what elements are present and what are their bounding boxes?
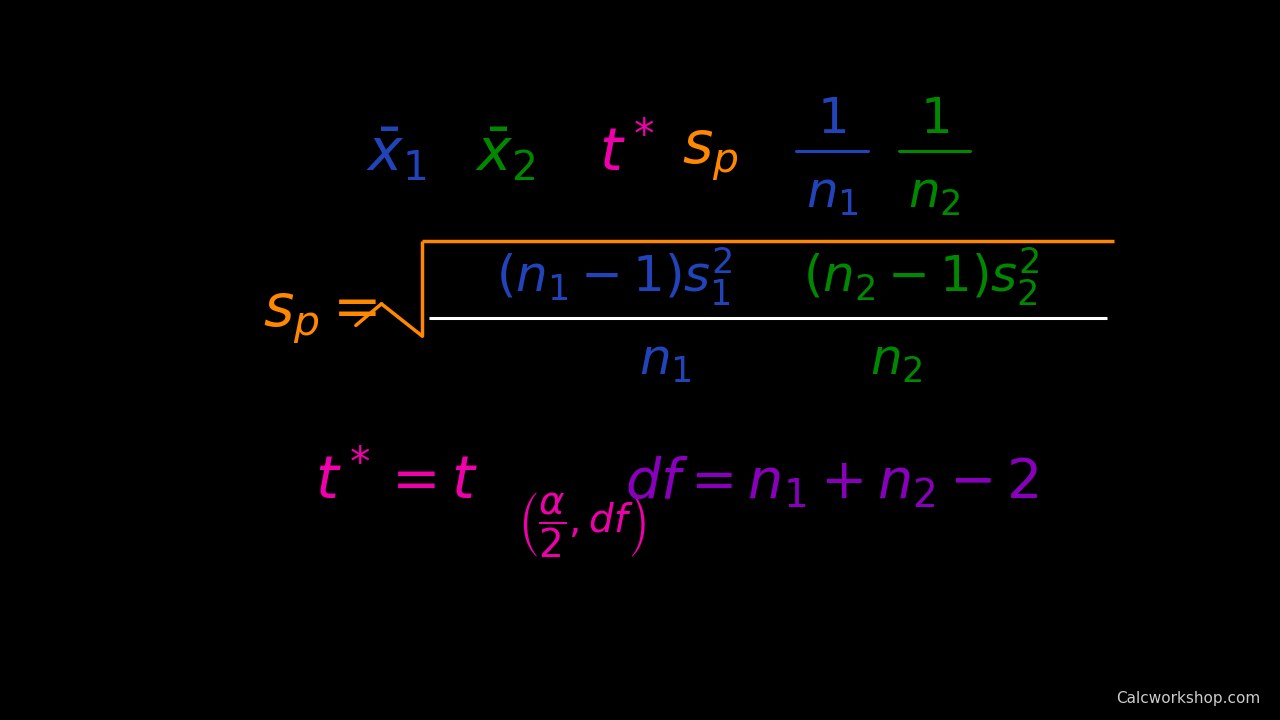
- Text: $\bar{x}_2$: $\bar{x}_2$: [475, 126, 536, 184]
- Text: $n_1$: $n_1$: [639, 337, 692, 386]
- Text: Calcworkshop.com: Calcworkshop.com: [1116, 691, 1261, 706]
- Text: $df = n_1 + n_2 - 2$: $df = n_1 + n_2 - 2$: [625, 455, 1039, 510]
- Text: $t^*$: $t^*$: [599, 126, 655, 184]
- Text: $\bar{x}_1$: $\bar{x}_1$: [366, 126, 428, 184]
- Text: $n_2$: $n_2$: [908, 170, 961, 219]
- Text: $n_2$: $n_2$: [869, 337, 923, 386]
- Text: $n_1$: $n_1$: [805, 170, 859, 219]
- Text: $(n_1-1)s_1^2$: $(n_1-1)s_1^2$: [497, 246, 732, 308]
- Text: $(n_2-1)s_2^2$: $(n_2-1)s_2^2$: [804, 246, 1039, 308]
- Text: $1$: $1$: [920, 94, 948, 143]
- Text: $s_p$: $s_p$: [682, 127, 739, 183]
- Text: $t^* = t$: $t^* = t$: [315, 454, 479, 511]
- Text: $1$: $1$: [818, 94, 846, 143]
- Text: $\left(\dfrac{\alpha}{2},df\right)$: $\left(\dfrac{\alpha}{2},df\right)$: [518, 491, 646, 560]
- Text: $s_p =$: $s_p =$: [262, 290, 378, 346]
